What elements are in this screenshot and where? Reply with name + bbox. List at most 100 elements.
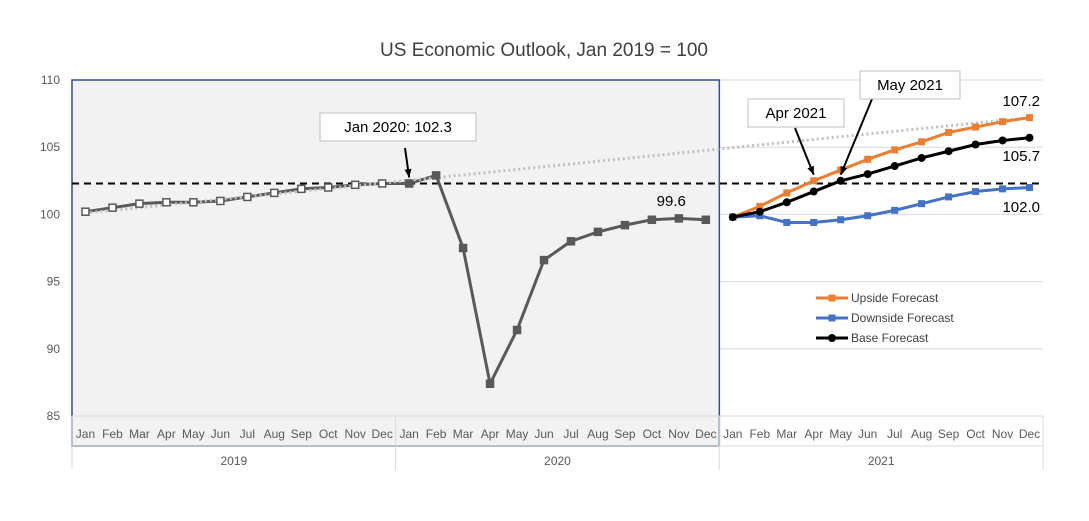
x-tick-label: Dec (372, 427, 393, 441)
x-tick-label: Jan (399, 427, 418, 441)
actual-point (297, 184, 306, 194)
upside-forecast-point (999, 118, 1007, 126)
upside-forecast-point (891, 146, 899, 154)
y-tick-label: 85 (47, 409, 61, 423)
x-tick-label: Oct (966, 427, 985, 441)
data-label: 102.0 (1002, 199, 1040, 216)
upside-forecast-point (918, 138, 926, 146)
x-tick-label: Feb (749, 427, 770, 441)
x-tick-label: Apr (804, 427, 823, 441)
x-tick-label: Aug (264, 427, 285, 441)
x-tick-label: Jan (76, 427, 95, 441)
upside-forecast-point (783, 189, 791, 197)
x-tick-label: Dec (1019, 427, 1040, 441)
x-tick-label: Sep (614, 427, 636, 441)
actual-point (512, 325, 522, 335)
annotations: Jan 2020: 102.3 Apr 2021 May 2021 99.6 107.2… (319, 70, 1040, 216)
actual-point (350, 180, 360, 190)
legend-swatch-marker (828, 294, 836, 302)
actual-point (620, 220, 630, 230)
legend-swatch-marker (828, 334, 836, 342)
base-forecast-point (782, 198, 791, 207)
base-forecast-point (998, 136, 1007, 145)
x-tick-label: Jun (534, 427, 553, 441)
year-label: 2020 (544, 454, 571, 468)
actual-point (135, 199, 144, 208)
x-tick-label: Nov (992, 427, 1013, 441)
downside-forecast-point (756, 212, 764, 220)
actual-point (485, 379, 495, 388)
downside-forecast-point (783, 218, 791, 226)
upside-forecast-point (864, 155, 872, 163)
x-tick-label: Feb (102, 427, 123, 441)
annotation-label: Apr 2021 (766, 105, 827, 122)
annotation-box (859, 70, 961, 100)
legend-label: Upside Forecast (851, 291, 939, 305)
downside-forecast-point (918, 200, 926, 208)
series-markers (81, 114, 1034, 388)
actual-point (108, 203, 117, 212)
legend-label: Base Forecast (851, 331, 929, 345)
downside-forecast-point (810, 218, 818, 226)
base-forecast-point (917, 153, 926, 162)
annotation-arrowhead (840, 165, 848, 175)
x-tick-label: Feb (426, 427, 447, 441)
base-forecast-point (836, 176, 845, 185)
series-lines (72, 116, 1043, 386)
x-tick-label: Aug (587, 427, 608, 441)
downside-forecast-line (732, 186, 1030, 224)
x-tick-label: Aug (911, 427, 932, 441)
upside-forecast-line (732, 116, 1030, 219)
y-tick-label: 90 (47, 342, 61, 356)
base-forecast-point (728, 213, 737, 222)
annotation-arrowhead (807, 165, 814, 175)
annotation-label: May 2021 (877, 77, 943, 94)
upside-forecast-point (756, 202, 764, 210)
actual-point (539, 255, 549, 265)
x-tick-label: Apr (481, 427, 500, 441)
base-forecast-point (890, 162, 899, 171)
upside-forecast-point (810, 177, 818, 185)
actual-point (404, 179, 414, 188)
actual-point (243, 192, 252, 202)
downside-forecast-point (945, 193, 953, 201)
downside-forecast-point (1026, 184, 1034, 192)
x-tick-label: May (829, 427, 852, 441)
axes: 85 90 95 100 105 110 Jan Feb Mar Apr May Jun Jul Aug S… (40, 73, 1044, 470)
annotation-arrowhead (404, 168, 412, 178)
x-tick-label: May (506, 427, 529, 441)
x-tick-label: Jul (563, 427, 578, 441)
y-tick-label: 95 (47, 275, 61, 289)
x-tick-label: Jun (858, 427, 877, 441)
base-forecast-point (809, 187, 818, 196)
annotation-label: Jan 2020: 102.3 (344, 119, 452, 136)
actual-point (216, 196, 225, 206)
x-tick-label: Jul (240, 427, 255, 441)
actual-point (270, 188, 279, 198)
trend-line (85, 116, 1030, 215)
actual-point (566, 237, 576, 246)
upside-forecast-point (1026, 114, 1034, 122)
x-tick-label: Mar (129, 427, 150, 441)
x-tick-label: Sep (938, 427, 960, 441)
base-forecast-point (1025, 133, 1034, 142)
actual-line (85, 173, 706, 386)
legend-label: Downside Forecast (851, 311, 954, 325)
x-tick-label: Apr (157, 427, 176, 441)
legend: Upside Forecast Downside Forecast Base For… (816, 291, 954, 345)
actual-point (701, 215, 711, 225)
legend-swatch-marker (828, 314, 836, 322)
annotation-box (319, 112, 477, 142)
year-label: 2021 (868, 454, 895, 468)
actual-point (323, 183, 333, 192)
x-tick-label: Jul (887, 427, 902, 441)
annotation-arrow (794, 127, 815, 176)
downside-forecast-point (891, 206, 899, 214)
x-tick-label: Dec (695, 427, 716, 441)
x-tick-label: Mar (776, 427, 797, 441)
actual-point (431, 171, 441, 180)
y-tick-label: 105 (40, 140, 60, 154)
upside-forecast-point (945, 128, 953, 136)
x-tick-label: Nov (668, 427, 689, 441)
actual-point (377, 179, 387, 188)
